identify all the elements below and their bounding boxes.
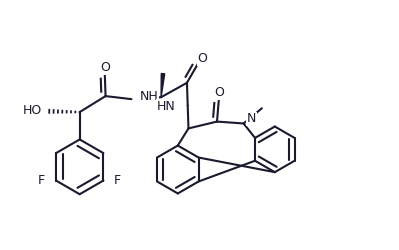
Text: F: F [38, 174, 45, 187]
Text: O: O [100, 62, 110, 74]
Text: F: F [114, 174, 121, 187]
Text: NH: NH [140, 90, 158, 102]
Text: O: O [197, 52, 207, 65]
Polygon shape [161, 74, 165, 97]
Text: HN: HN [157, 100, 176, 113]
Text: HO: HO [23, 104, 42, 117]
Text: N: N [247, 112, 256, 126]
Text: O: O [215, 86, 225, 99]
